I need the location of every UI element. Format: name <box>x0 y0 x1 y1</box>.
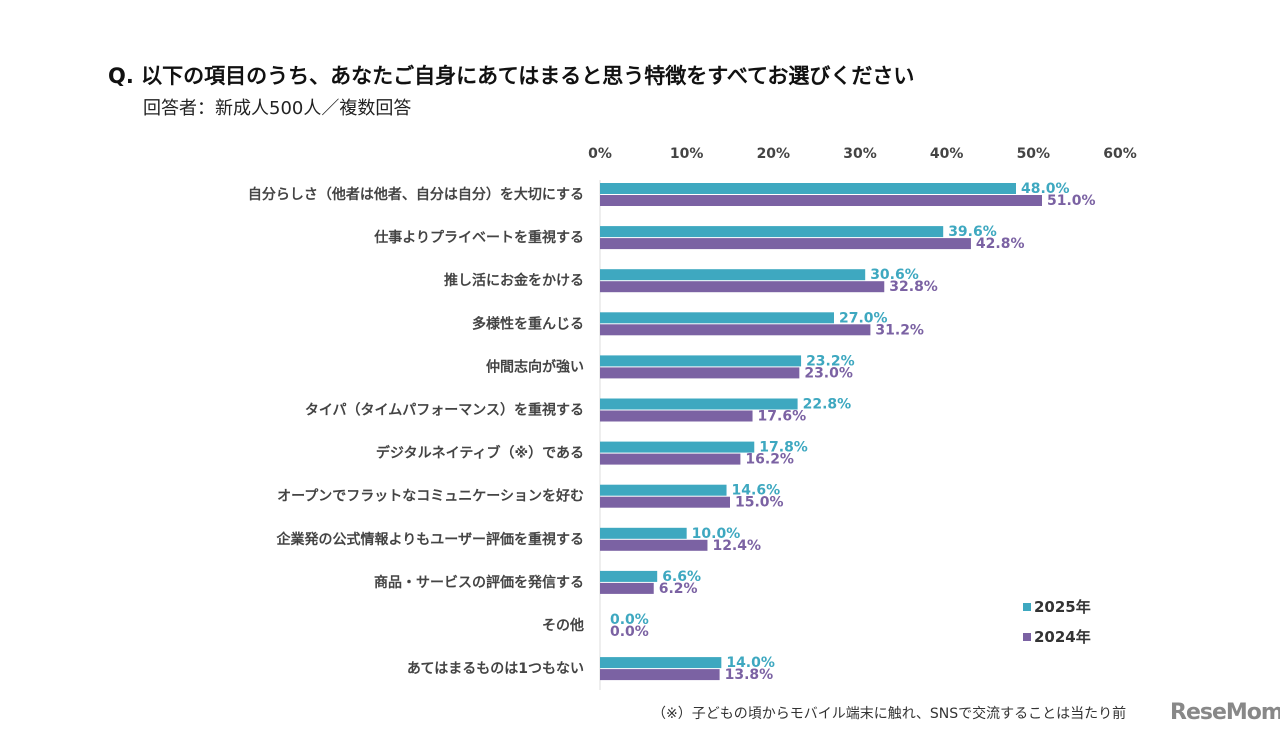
data-label: 15.0% <box>735 495 784 511</box>
bar-2024年 <box>600 324 871 336</box>
bar-2025年 <box>600 398 798 410</box>
data-label: 32.8% <box>889 279 938 295</box>
bar-2025年 <box>600 226 944 238</box>
bar-2025年 <box>600 570 658 582</box>
legend-swatch <box>1023 633 1031 641</box>
legend-label: 2025年 <box>1034 598 1091 616</box>
legend-swatch <box>1023 603 1031 611</box>
category-label: 自分らしさ（他者は他者、自分は自分）を大切にする <box>248 186 584 203</box>
data-label: 6.2% <box>659 581 698 597</box>
category-label: タイパ（タイムパフォーマンス）を重視する <box>305 402 584 419</box>
bar-2024年 <box>600 496 730 508</box>
x-tick-label: 40% <box>930 146 964 162</box>
x-tick-label: 20% <box>757 146 791 162</box>
data-label: 42.8% <box>976 236 1025 252</box>
data-label: 22.8% <box>803 397 852 413</box>
bar-2024年 <box>600 195 1042 206</box>
bar-2025年 <box>600 657 722 669</box>
resemom-logo: ReseMom <box>1170 700 1280 725</box>
category-label: 推し活にお金をかける <box>444 272 584 289</box>
category-label: デジタルネイティブ（※）である <box>376 445 584 462</box>
data-label: 51.0% <box>1047 193 1096 209</box>
category-label: あてはまるものは1つもない <box>407 661 584 677</box>
bar-2024年 <box>600 367 800 379</box>
bar-2024年 <box>600 410 753 422</box>
data-label: 48.0% <box>1021 181 1070 197</box>
bar-2025年 <box>600 527 687 539</box>
bar-2024年 <box>600 582 654 594</box>
bar-2025年 <box>600 441 755 453</box>
data-label: 6.6% <box>662 569 701 585</box>
data-label: 39.6% <box>948 224 997 240</box>
footnote: （※）子どもの頃からモバイル端末に触れ、SNSで交流することは当たり前 <box>652 706 1127 722</box>
data-label: 10.0% <box>692 526 741 542</box>
category-label: 多様性を重んじる <box>472 315 584 332</box>
category-label: 仲間志向が強い <box>486 358 584 375</box>
data-label: 30.6% <box>870 267 919 283</box>
category-label: 商品・サービスの評価を発信する <box>374 574 584 591</box>
bar-2025年 <box>600 484 727 496</box>
data-label: 16.2% <box>745 452 794 468</box>
chart-title: Q. 以下の項目のうち、あなたご自身にあてはまると思う特徴をすべてお選びください <box>108 64 915 88</box>
category-label: オープンでフラットなコミュニケーションを好む <box>277 488 584 505</box>
data-label: 27.0% <box>839 310 888 326</box>
x-tick-label: 0% <box>588 146 612 162</box>
data-label: 14.6% <box>732 483 781 499</box>
data-label: 17.6% <box>758 409 807 425</box>
x-tick-label: 10% <box>670 146 704 162</box>
bar-2024年 <box>600 238 971 250</box>
chart-subtitle: 回答者：新成人500人／複数回答 <box>143 98 412 119</box>
bar-2025年 <box>600 312 834 324</box>
data-label: 23.2% <box>806 353 855 369</box>
data-label: 17.8% <box>759 440 808 456</box>
bar-2025年 <box>600 355 802 367</box>
data-label: 13.8% <box>725 667 774 683</box>
data-label: 12.4% <box>712 538 761 554</box>
category-label: その他 <box>542 617 584 634</box>
category-label: 仕事よりプライベートを重視する <box>373 229 584 246</box>
data-label: 31.2% <box>875 322 924 338</box>
bar-2025年 <box>600 183 1016 194</box>
data-label: 0.0% <box>610 624 649 640</box>
bar-2024年 <box>600 281 885 293</box>
data-label: 14.0% <box>726 655 775 671</box>
data-label: 0.0% <box>610 612 649 628</box>
category-label: 企業発の公式情報よりもユーザー評価を重視する <box>276 531 584 548</box>
bar-2024年 <box>600 669 720 681</box>
data-label: 23.0% <box>804 365 853 381</box>
x-tick-label: 30% <box>843 146 877 162</box>
bar-2024年 <box>600 539 708 551</box>
bar-2024年 <box>600 453 741 465</box>
bar-2025年 <box>600 269 866 281</box>
x-tick-label: 60% <box>1103 146 1137 162</box>
legend-label: 2024年 <box>1034 628 1091 646</box>
x-tick-label: 50% <box>1017 146 1051 162</box>
